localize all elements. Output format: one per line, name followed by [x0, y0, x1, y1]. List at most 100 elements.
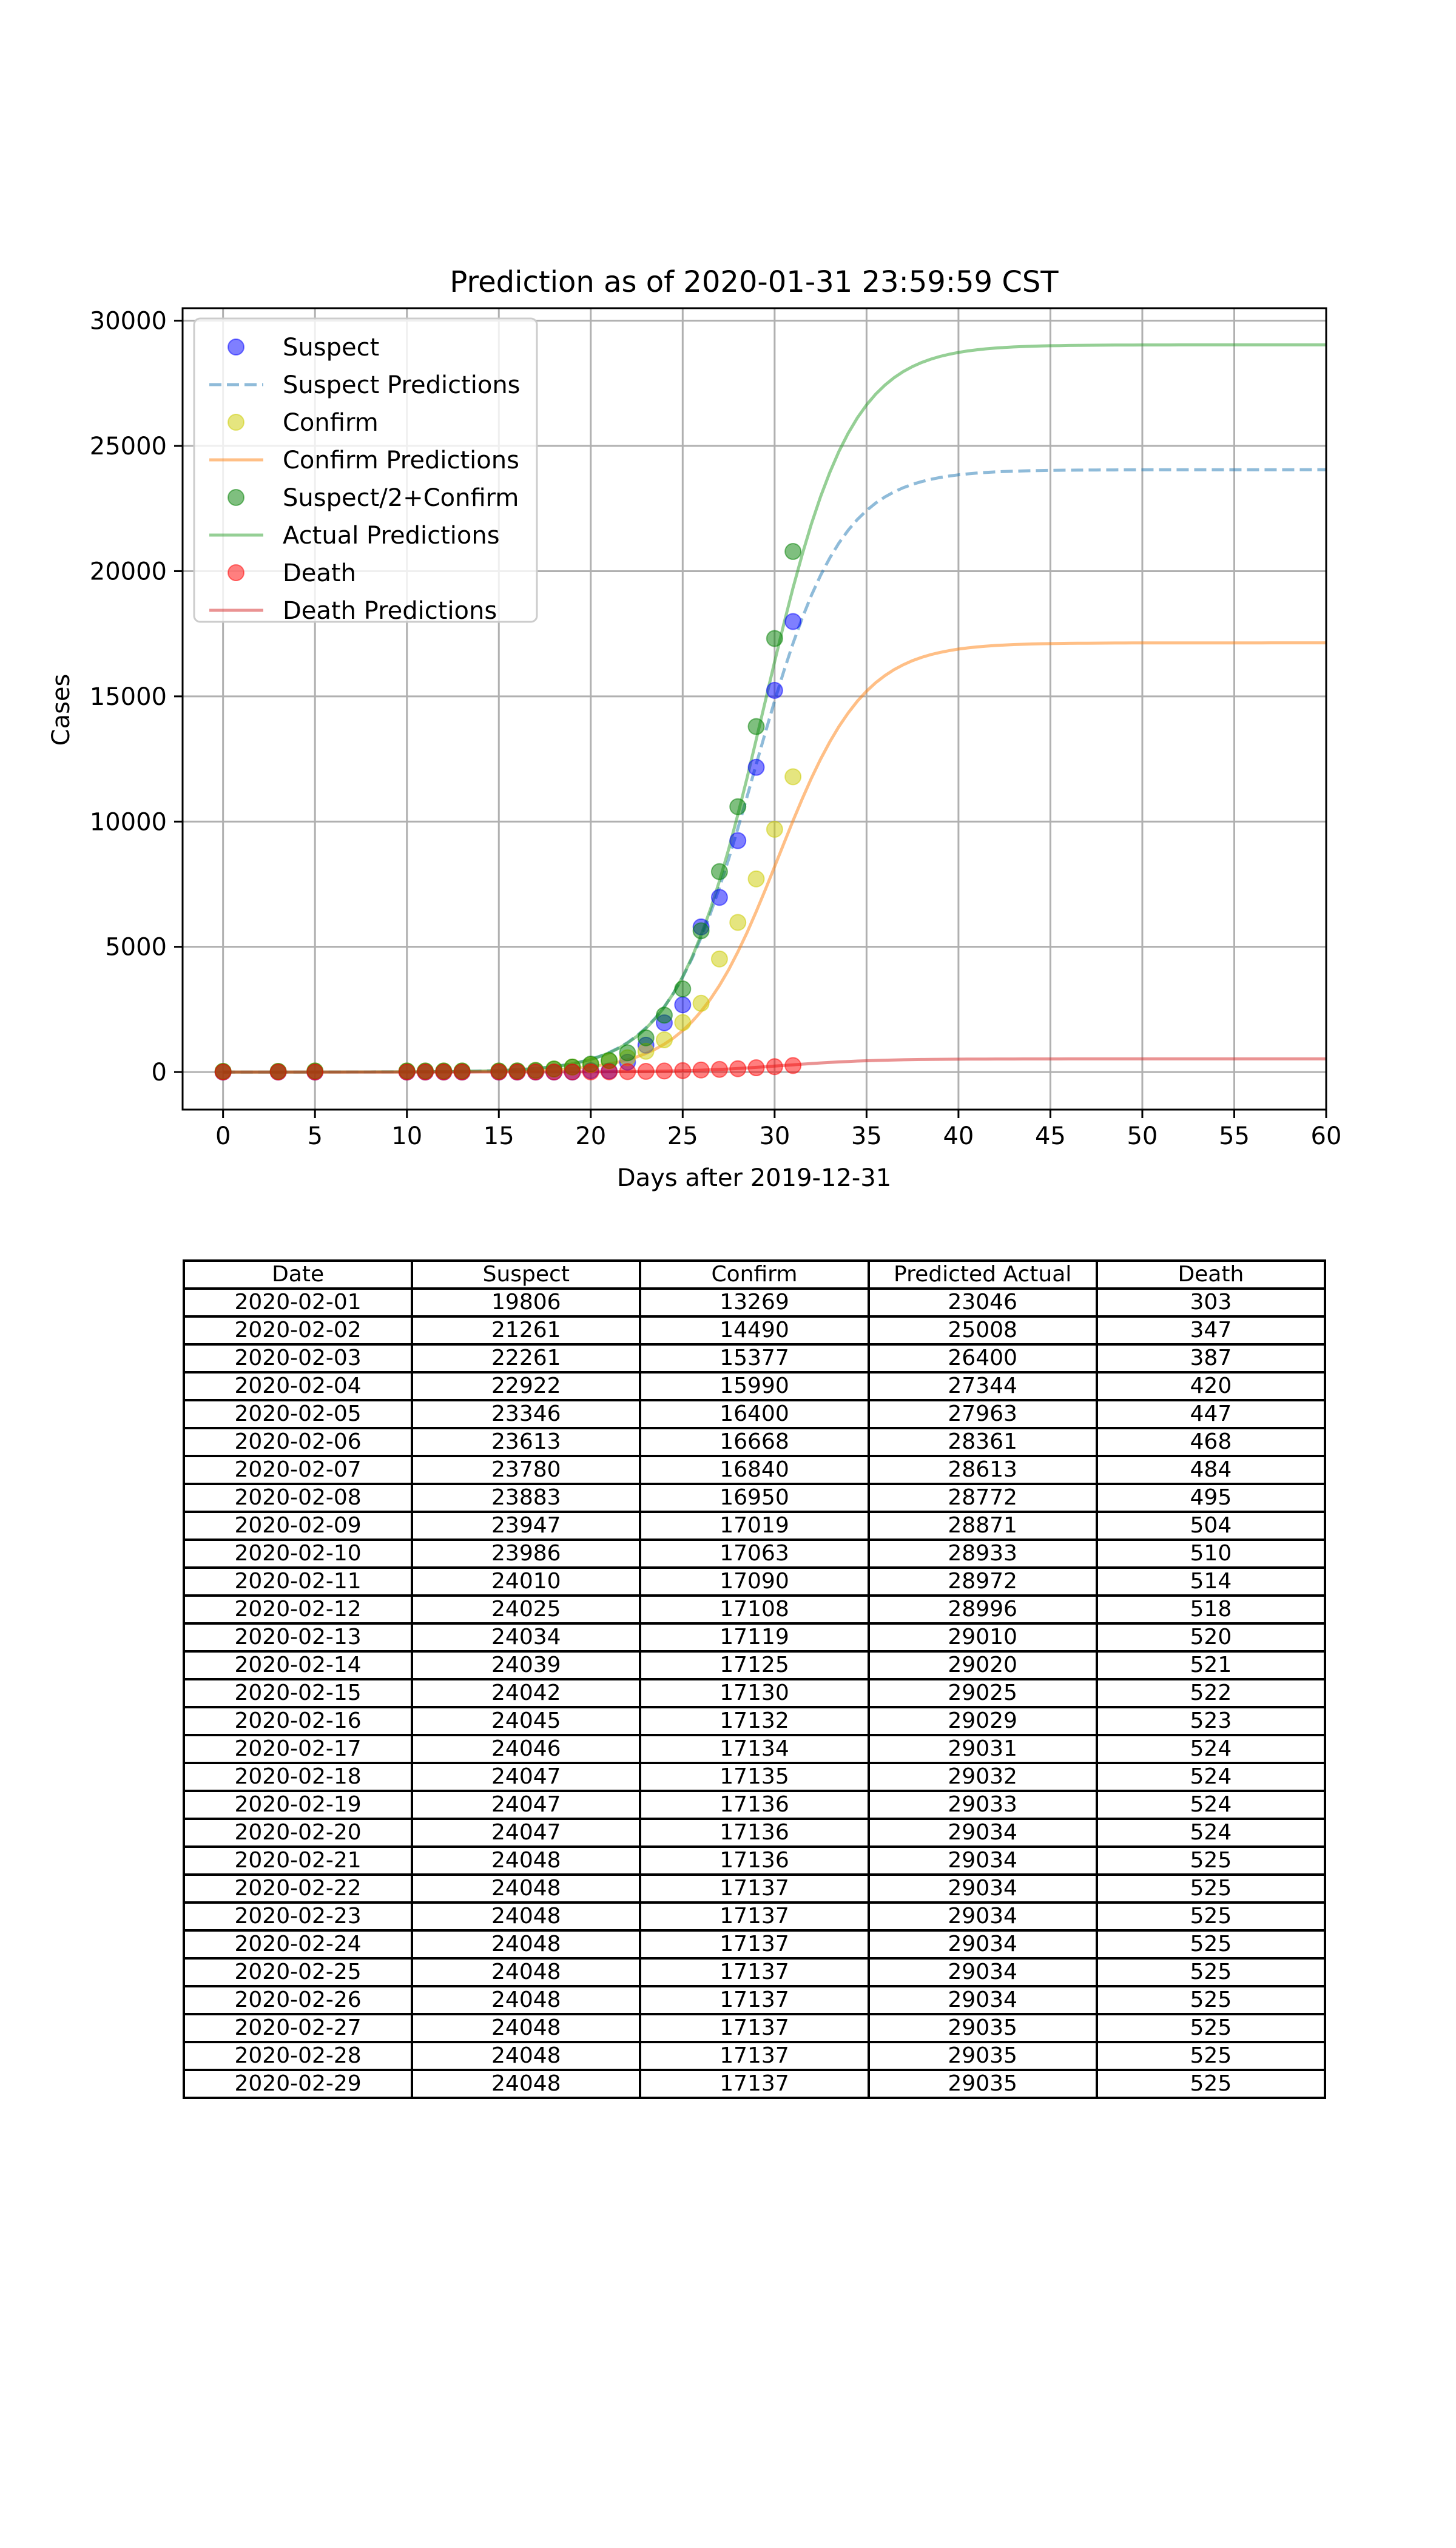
table-cell: 387	[1095, 1343, 1327, 1373]
table-cell: 15990	[639, 1371, 870, 1401]
table-row: 2020-02-29 24048 17137 29035 525	[182, 2069, 1327, 2099]
table-cell: 17136	[639, 1790, 870, 1820]
table-cell: 17137	[639, 2069, 870, 2099]
table-cell: 2020-02-28	[182, 2041, 414, 2071]
death-point	[490, 1063, 508, 1080]
table-cell: 2020-02-29	[182, 2069, 414, 2099]
table-cell: 495	[1095, 1483, 1327, 1513]
death-point	[564, 1063, 581, 1080]
table-cell: 22261	[411, 1343, 642, 1373]
table-row: 2020-02-13 24034 17119 29010 520	[182, 1622, 1327, 1653]
suspect-point	[747, 758, 765, 776]
table-row: 2020-02-17 24046 17134 29031 524	[182, 1734, 1327, 1764]
death-point	[692, 1061, 710, 1079]
table-cell: 524	[1095, 1734, 1327, 1764]
table-cell: 28772	[867, 1483, 1098, 1513]
table-cell: 2020-02-05	[182, 1399, 414, 1429]
death-point	[453, 1063, 471, 1081]
table-cell: 468	[1095, 1427, 1327, 1457]
death-point	[637, 1063, 655, 1080]
table-row: 2020-02-19 24047 17136 29033 524	[182, 1790, 1327, 1820]
table-cell: 24010	[411, 1566, 642, 1597]
table-cell: 29035	[867, 2069, 1098, 2099]
table-cell: 19806	[411, 1287, 642, 1318]
table-row: 2020-02-15 24042 17130 29025 522	[182, 1678, 1327, 1708]
table-cell: 17134	[639, 1734, 870, 1764]
table-cell: 2020-02-21	[182, 1845, 414, 1876]
table-cell: 17090	[639, 1566, 870, 1597]
table-cell: Predicted Actual	[867, 1259, 1098, 1290]
legend-label: Death Predictions	[283, 597, 497, 625]
table-cell: 2020-02-02	[182, 1315, 414, 1346]
y-tick-label: 20000	[90, 558, 167, 585]
table-row: 2020-02-24 24048 17137 29034 525	[182, 1929, 1327, 1960]
table-cell: 525	[1095, 1957, 1327, 1987]
table-cell: 28972	[867, 1566, 1098, 1597]
x-axis-label: Days after 2019-12-31	[617, 1164, 891, 1192]
table-cell: 29034	[867, 1957, 1098, 1987]
table-cell: 24034	[411, 1622, 642, 1653]
table-cell: 2020-02-20	[182, 1818, 414, 1848]
table-cell: 24048	[411, 1873, 642, 1904]
table-cell: 29031	[867, 1734, 1098, 1764]
death-point	[582, 1063, 599, 1080]
table-cell: 17125	[639, 1650, 870, 1680]
table-cell: 518	[1095, 1594, 1327, 1625]
table-cell: 17119	[639, 1622, 870, 1653]
table-cell: 29035	[867, 2041, 1098, 2071]
table-cell: 29032	[867, 1762, 1098, 1792]
table-cell: 2020-02-25	[182, 1957, 414, 1987]
x-tick-label: 45	[1035, 1122, 1066, 1150]
suspect-2-confirm-point	[656, 1006, 673, 1024]
table-cell: 24039	[411, 1650, 642, 1680]
legend-label: Actual Predictions	[283, 522, 500, 550]
table-cell: 525	[1095, 1845, 1327, 1876]
table-cell: 23780	[411, 1455, 642, 1485]
x-tick-label: 40	[943, 1122, 974, 1150]
x-tick-label: 30	[759, 1122, 790, 1150]
legend-label: Death	[283, 559, 356, 587]
x-tick-label: 50	[1127, 1122, 1158, 1150]
table-cell: Confirm	[639, 1259, 870, 1290]
table-cell: 2020-02-14	[182, 1650, 414, 1680]
table-cell: 29034	[867, 1873, 1098, 1904]
table-row: 2020-02-28 24048 17137 29035 525	[182, 2041, 1327, 2071]
prediction-chart: Prediction as of 2020-01-31 23:59:59 CST…	[47, 265, 1341, 1192]
table-row: 2020-02-20 24047 17136 29034 524	[182, 1818, 1327, 1848]
confirm-point	[784, 768, 802, 786]
table-cell: 2020-02-18	[182, 1762, 414, 1792]
death-point	[269, 1063, 287, 1081]
legend-label: Confirm	[283, 409, 379, 437]
table-cell: 17137	[639, 2041, 870, 2071]
table-cell: 23986	[411, 1539, 642, 1569]
table-cell: 28613	[867, 1455, 1098, 1485]
table-cell: 17137	[639, 1929, 870, 1960]
y-tick-label: 25000	[90, 433, 167, 460]
y-axis-label: Cases	[47, 674, 75, 746]
legend-label: Suspect Predictions	[283, 371, 521, 399]
table-cell: 24047	[411, 1762, 642, 1792]
table-row: 2020-02-02 21261 14490 25008 347	[182, 1315, 1327, 1346]
suspect-point	[766, 682, 783, 699]
x-tick-label: 5	[307, 1122, 322, 1150]
x-tick-label: 20	[575, 1122, 606, 1150]
table-cell: 26400	[867, 1343, 1098, 1373]
table-cell: 29025	[867, 1678, 1098, 1708]
legend-marker	[228, 489, 244, 506]
table-cell: 27963	[867, 1399, 1098, 1429]
table-cell: 13269	[639, 1287, 870, 1318]
table-cell: 2020-02-27	[182, 2013, 414, 2043]
table-row: 2020-02-21 24048 17136 29034 525	[182, 1845, 1327, 1876]
death-point	[747, 1059, 765, 1077]
legend-marker	[228, 339, 244, 356]
table-cell: Death	[1095, 1259, 1327, 1290]
table-row: 2020-02-05 23346 16400 27963 447	[182, 1399, 1327, 1429]
table-cell: 2020-02-09	[182, 1511, 414, 1541]
x-tick-label: 25	[667, 1122, 698, 1150]
table-cell: 303	[1095, 1287, 1327, 1318]
table-cell: 28996	[867, 1594, 1098, 1625]
confirm-point	[656, 1031, 673, 1048]
table-cell: 24048	[411, 1957, 642, 1987]
death-point	[508, 1063, 526, 1080]
table-cell: 29033	[867, 1790, 1098, 1820]
